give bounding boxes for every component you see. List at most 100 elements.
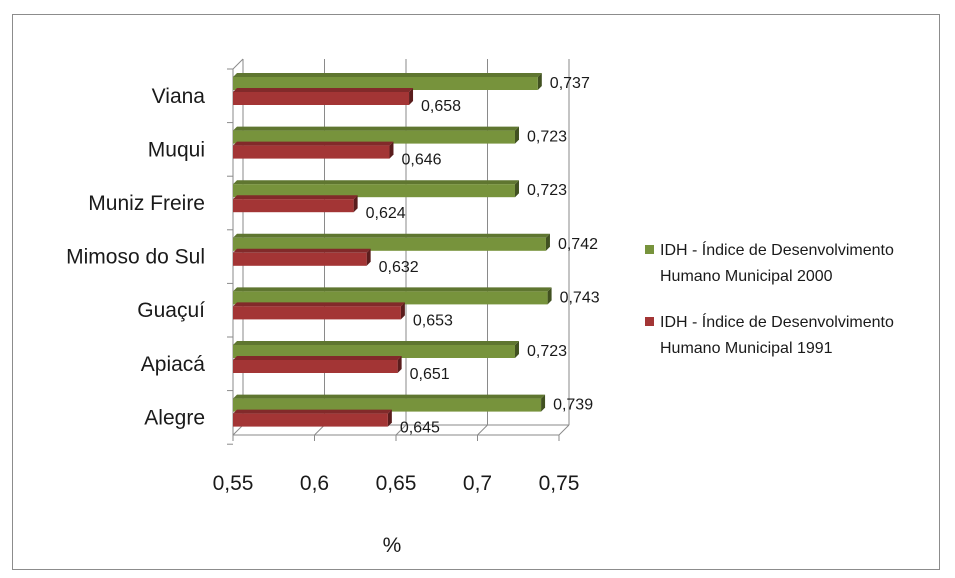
bar-s1-2 [233, 195, 358, 213]
bar-s1-6 [233, 409, 392, 427]
data-label-s0-0: 0,737 [550, 75, 590, 92]
tick-labels: 0,55 0,6 0,65 0,7 0,75 [213, 472, 580, 495]
bar-s1-5 [233, 356, 402, 373]
bar-s0-4-side [547, 287, 552, 305]
bar-s0-6 [233, 394, 546, 412]
x-tick-label-1: 0,6 [300, 472, 329, 495]
bar-s0-2-side [514, 180, 519, 198]
bar-s1-1-top [233, 141, 394, 146]
bar-s1-2-top [233, 195, 358, 200]
bar-s0-3 [233, 233, 550, 251]
bar-s1-5-side [397, 356, 402, 373]
category-labels: Viana Muqui Muniz Freire Mimoso do Sul Guaçu… [66, 85, 205, 430]
x-tick-label-0: 0,55 [213, 472, 254, 495]
bar-s1-6-top [233, 409, 392, 414]
category-label-6: Alegre [144, 406, 205, 429]
data-label-s0-3: 0,742 [558, 236, 598, 253]
data-labels: 0,737 0,658 0,723 0,646 0,723 0,624 0,742 0,632… [366, 75, 600, 437]
data-label-s1-5: 0,651 [410, 366, 450, 383]
floor-line-0 [232, 424, 244, 436]
bar-s0-6-front [233, 398, 542, 412]
legend-swatch-1 [645, 317, 654, 326]
bar-s0-2-top [233, 180, 519, 185]
bar-s1-0-top [233, 88, 414, 92]
bar-s0-0-side [537, 73, 542, 90]
bar-s1-0-front [233, 92, 410, 105]
legend-label-0-0: IDH - Índice de Desenvolvimento [660, 240, 894, 259]
bar-s0-4-front [233, 291, 548, 305]
bar-s0-3-top [233, 233, 550, 238]
legend-item-0: IDH - Índice de Desenvolvimento Humano Mu… [645, 240, 894, 285]
data-label-s1-4: 0,653 [413, 312, 453, 329]
bar-s1-0 [233, 88, 414, 105]
bar-s0-5 [233, 341, 519, 358]
bar-s1-4-side [400, 302, 405, 320]
bar-s0-2-front [233, 184, 515, 198]
category-label-2: Muniz Freire [88, 192, 205, 215]
bar-s1-5-top [233, 356, 402, 360]
x-tick-label-3: 0,7 [463, 472, 492, 495]
bar-s0-1-side [514, 126, 519, 144]
bar-s1-1-front [233, 145, 390, 159]
floor-line-2 [395, 424, 407, 436]
bar-s1-4 [233, 302, 405, 320]
bar-s0-3-front [233, 237, 546, 251]
x-tick-label-2: 0,65 [376, 472, 417, 495]
category-label-5: Apiacá [141, 353, 206, 376]
bar-s1-3-top [233, 248, 371, 253]
bar-s1-2-front [233, 199, 354, 213]
x-axis-title: % [383, 534, 402, 557]
data-label-s1-0: 0,658 [421, 98, 461, 115]
bars [233, 73, 552, 427]
data-label-s1-6: 0,645 [400, 420, 440, 437]
data-label-s1-3: 0,632 [379, 259, 419, 276]
data-label-s0-2: 0,723 [527, 182, 567, 199]
floor-line-4 [558, 424, 570, 436]
bar-s1-2-side [353, 195, 358, 213]
data-label-s0-1: 0,723 [527, 129, 567, 146]
bar-s0-5-front [233, 345, 515, 358]
floor-line-1 [314, 424, 325, 436]
legend: IDH - Índice de Desenvolvimento Humano Mu… [645, 240, 894, 357]
bar-s1-5-front [233, 360, 398, 373]
bar-s0-4 [233, 287, 552, 305]
bar-s1-3-side [366, 248, 371, 266]
bar-s1-3 [233, 248, 371, 266]
legend-label-1-0: IDH - Índice de Desenvolvimento [660, 312, 894, 331]
bar-s1-1-side [389, 141, 394, 159]
data-label-s0-4: 0,743 [560, 289, 600, 306]
legend-item-1: IDH - Índice de Desenvolvimento Humano Mu… [645, 312, 894, 357]
floor-line-3 [477, 424, 488, 436]
bar-s1-6-side [387, 409, 392, 427]
bar-s0-0 [233, 73, 542, 90]
bar-s0-0-front [233, 77, 538, 90]
x-tick-label-4: 0,75 [539, 472, 580, 495]
y-axis-top-line [232, 58, 244, 70]
legend-label-1-1: Humano Municipal 1991 [660, 340, 833, 357]
bar-s0-2 [233, 180, 519, 198]
bar-s0-4-top [233, 287, 552, 292]
bar-s1-6-front [233, 413, 388, 427]
bar-s0-6-side [541, 394, 546, 412]
data-label-s1-1: 0,646 [401, 152, 441, 169]
bar-s0-1-front [233, 130, 515, 144]
category-label-3: Mimoso do Sul [66, 246, 205, 269]
data-label-s0-6: 0,739 [553, 397, 593, 414]
bar-s1-0-side [409, 88, 414, 105]
bar-s0-1-top [233, 126, 519, 131]
category-label-1: Muqui [148, 138, 205, 161]
bar-s1-1 [233, 141, 394, 159]
bar-s0-0-top [233, 73, 542, 77]
bar-s1-4-front [233, 306, 401, 320]
data-label-s1-2: 0,624 [366, 205, 406, 222]
category-label-0: Viana [152, 85, 206, 108]
bar-s0-5-side [514, 341, 519, 358]
chart-frame: 0,737 0,658 0,723 0,646 0,723 0,624 0,742 0,632… [12, 14, 940, 570]
chart-svg: 0,737 0,658 0,723 0,646 0,723 0,624 0,742 0,632… [66, 58, 894, 557]
bar-s0-6-top [233, 394, 546, 399]
bar-s0-3-side [545, 233, 550, 251]
bar-s0-5-top [233, 341, 519, 345]
bar-s0-1 [233, 126, 519, 144]
legend-swatch-0 [645, 245, 654, 254]
data-label-s0-5: 0,723 [527, 343, 567, 360]
